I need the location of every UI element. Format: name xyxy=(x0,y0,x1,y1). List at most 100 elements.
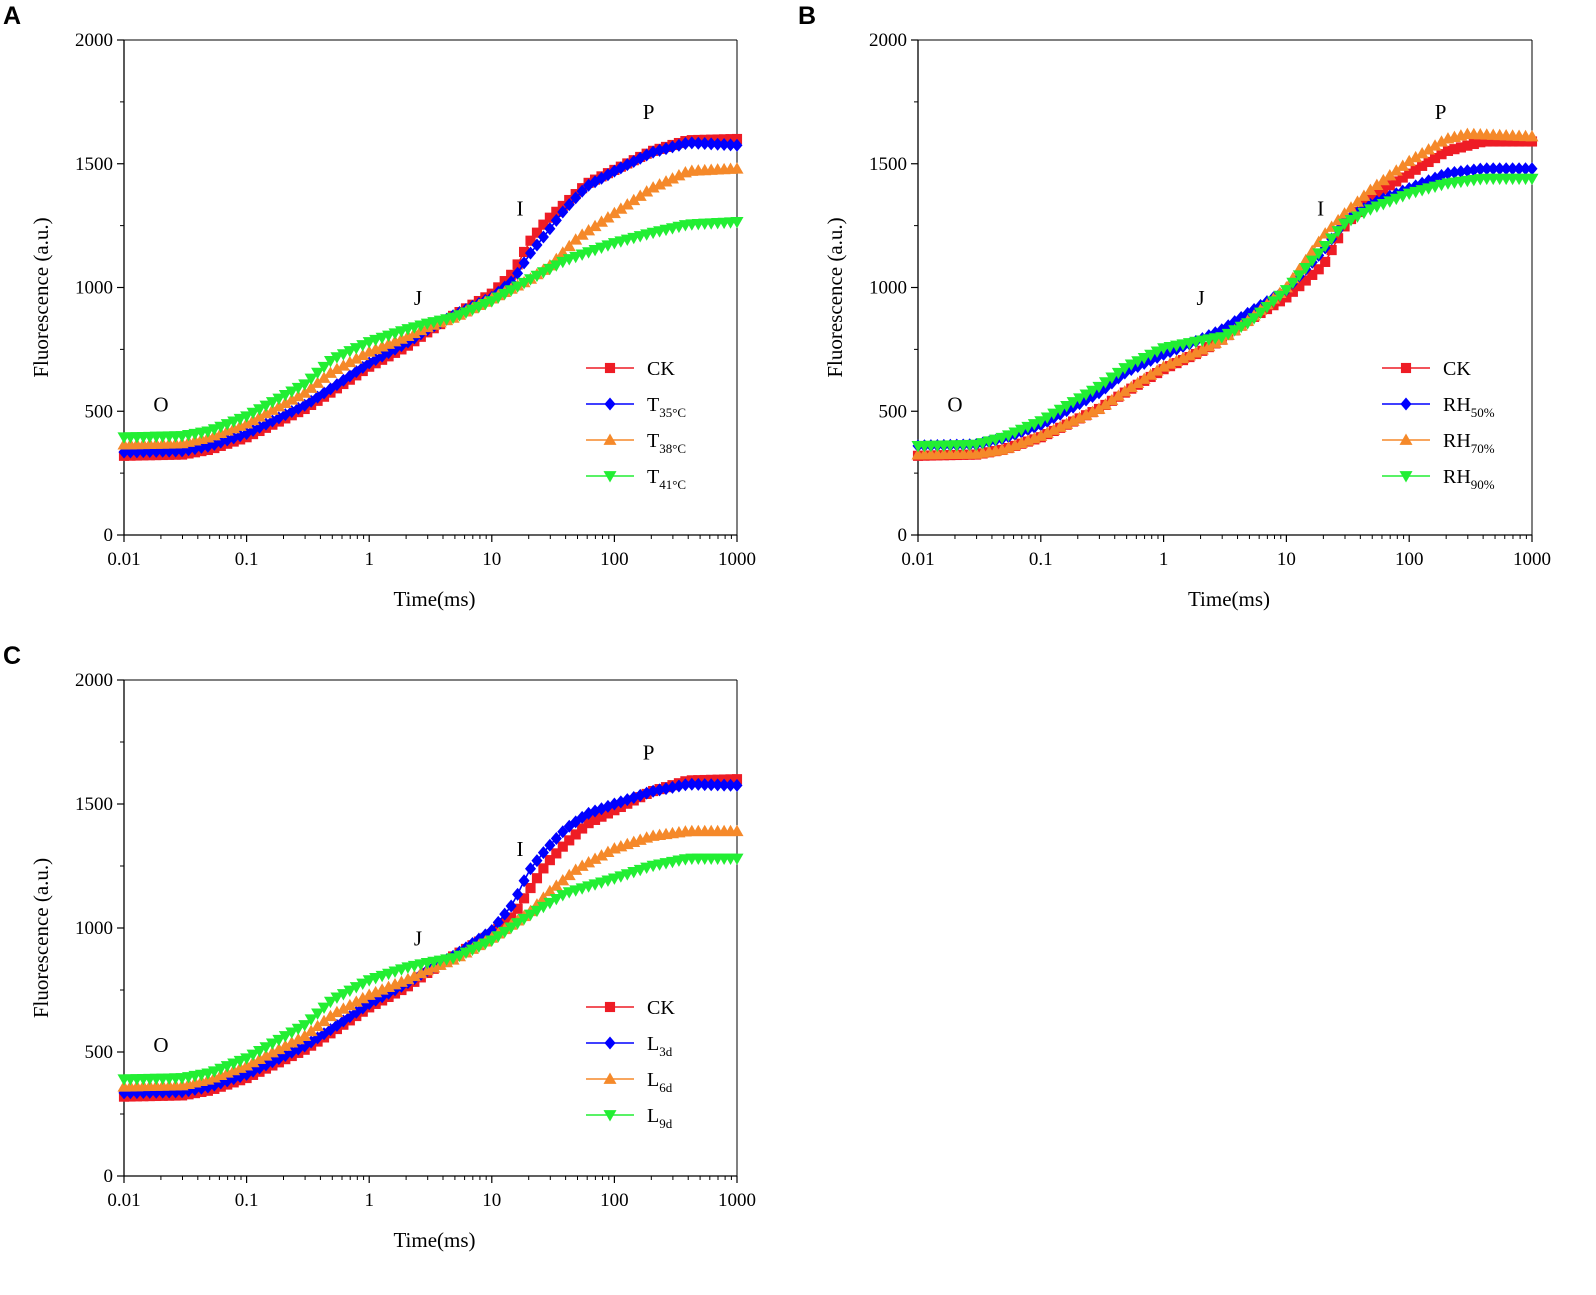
x-tick-label: 0.1 xyxy=(1029,549,1053,570)
data-point xyxy=(588,852,602,864)
series-line xyxy=(123,778,738,1098)
legend-entry: L3d xyxy=(586,1033,673,1059)
data-point xyxy=(1273,290,1287,303)
data-point xyxy=(336,1002,350,1014)
data-point xyxy=(1060,417,1074,429)
data-point xyxy=(1526,136,1538,147)
data-point xyxy=(525,235,536,246)
data-point xyxy=(712,137,724,151)
legend-marker xyxy=(604,397,616,411)
data-point xyxy=(285,1036,299,1048)
data-point xyxy=(1436,149,1447,160)
legend-entry: L9d xyxy=(586,1105,673,1131)
y-tick-label: 500 xyxy=(85,401,114,422)
data-point xyxy=(530,905,544,918)
x-tick-label: 1000 xyxy=(1513,549,1551,570)
data-point xyxy=(1468,163,1480,177)
data-point xyxy=(1416,176,1428,190)
data-point xyxy=(465,944,479,957)
data-point xyxy=(1507,136,1518,147)
data-point xyxy=(575,859,589,871)
data-point xyxy=(692,777,704,791)
data-point xyxy=(478,938,492,950)
y-axis-title: Fluorescence (a.u.) xyxy=(29,858,53,1018)
data-point xyxy=(1215,332,1229,344)
data-point xyxy=(1150,346,1164,358)
data-point xyxy=(536,901,550,914)
data-point xyxy=(246,407,260,420)
legend-label: RH90% xyxy=(1443,466,1495,492)
x-tick-label: 0.01 xyxy=(901,549,934,570)
data-point xyxy=(1034,429,1048,441)
legend-marker xyxy=(1400,397,1412,411)
data-point xyxy=(557,825,569,839)
data-point xyxy=(1423,174,1435,188)
axes: 0 500 1000 1500 2000 0.01 0.1 1 10 100 1000 xyxy=(75,670,756,1211)
legend-entry: RH50% xyxy=(1382,394,1495,420)
legend-entry: T35°C xyxy=(586,394,686,420)
data-point xyxy=(525,882,536,894)
data-point xyxy=(1435,135,1449,147)
data-point xyxy=(569,863,583,875)
data-point xyxy=(570,191,582,205)
data-point xyxy=(1098,398,1112,410)
panel-letter-a: A xyxy=(3,2,21,30)
series-line xyxy=(917,177,1532,447)
legend-label: T41°C xyxy=(647,466,686,492)
data-point xyxy=(557,841,568,852)
data-point xyxy=(1092,402,1106,414)
data-point xyxy=(1300,275,1311,286)
data-point xyxy=(492,915,504,929)
data-point xyxy=(273,1052,285,1066)
data-point xyxy=(1455,165,1467,179)
data-point xyxy=(253,410,267,422)
data-point xyxy=(1040,426,1054,438)
data-point xyxy=(718,138,730,152)
data-point xyxy=(1500,162,1512,176)
data-point xyxy=(1501,136,1512,147)
data-point xyxy=(511,281,525,293)
data-point xyxy=(544,222,556,236)
data-point xyxy=(265,403,279,415)
data-point xyxy=(537,846,549,860)
data-point xyxy=(1513,162,1525,176)
data-point xyxy=(538,219,549,230)
data-point xyxy=(1526,162,1538,176)
data-point xyxy=(357,1001,369,1015)
data-point xyxy=(1235,311,1247,325)
x-tick-label: 10 xyxy=(482,1190,501,1211)
data-point xyxy=(1144,349,1158,362)
data-point xyxy=(692,136,704,150)
data-point xyxy=(278,1031,292,1043)
data-point xyxy=(1396,159,1410,171)
x-tick-label: 100 xyxy=(600,1190,629,1211)
data-point xyxy=(311,1019,325,1032)
data-point xyxy=(1384,180,1395,191)
data-point xyxy=(317,1002,331,1014)
data-point xyxy=(1254,307,1268,319)
data-point xyxy=(1209,326,1221,340)
data-point xyxy=(562,239,576,252)
y-tick-label: 500 xyxy=(85,1042,114,1063)
data-point xyxy=(336,359,350,371)
data-point xyxy=(1428,139,1442,151)
data-point xyxy=(731,138,743,152)
phase-label: I xyxy=(517,837,524,861)
data-point xyxy=(536,267,550,279)
y-tick-label: 0 xyxy=(898,525,908,546)
legend-marker xyxy=(603,1110,617,1122)
data-point xyxy=(730,217,744,229)
data-point xyxy=(1435,169,1448,183)
phase-label: O xyxy=(153,1033,168,1057)
data-point xyxy=(517,913,531,926)
panel-c: C 0 500 1000 1500 2000 0.01 0.1 1 10 100 1000 Time(… xyxy=(3,642,756,1252)
data-point xyxy=(343,346,357,358)
data-point xyxy=(1344,214,1358,227)
data-point xyxy=(357,360,369,374)
data-point xyxy=(1383,169,1397,181)
data-point xyxy=(504,285,518,297)
data-point xyxy=(582,856,596,868)
data-point xyxy=(1422,143,1436,155)
data-point xyxy=(356,348,370,361)
data-point xyxy=(260,417,272,431)
